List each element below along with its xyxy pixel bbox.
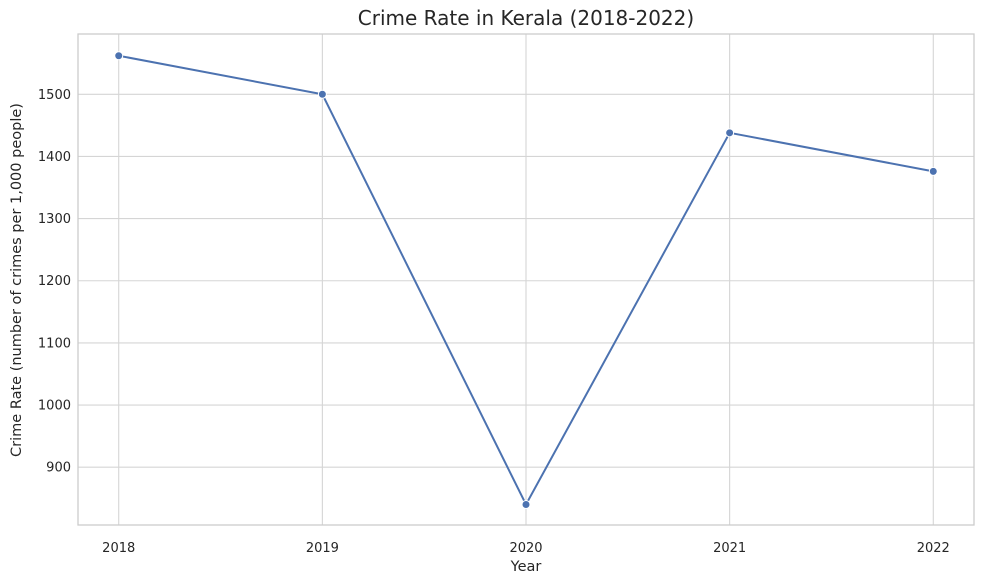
y-tick-label: 1400 xyxy=(38,150,71,165)
y-tick-label: 1000 xyxy=(38,399,71,414)
x-tick-label: 2019 xyxy=(306,541,339,556)
x-tick-label: 2022 xyxy=(917,541,950,556)
x-tick-label: 2020 xyxy=(509,541,542,556)
data-point xyxy=(928,166,938,176)
y-tick-label: 1300 xyxy=(38,212,71,227)
chart-title: Crime Rate in Kerala (2018-2022) xyxy=(358,6,694,30)
y-tick-label: 900 xyxy=(46,461,71,476)
series-layer xyxy=(114,51,938,509)
x-tick-label: 2018 xyxy=(102,541,135,556)
y-tick-label: 1100 xyxy=(38,336,71,351)
y-axis-label: Crime Rate (number of crimes per 1,000 p… xyxy=(9,103,25,457)
data-point xyxy=(317,89,327,99)
x-tick-label: 2021 xyxy=(713,541,746,556)
y-tick-label: 1200 xyxy=(38,274,71,289)
tick-labels: 900 1000 1100 1200 1300 1400 1500 2018 2019 2020 2… xyxy=(38,88,950,556)
data-point xyxy=(521,499,531,509)
data-point xyxy=(114,51,124,61)
grid xyxy=(78,34,974,525)
plot-frame xyxy=(77,33,975,526)
x-axis-label: Year xyxy=(510,559,542,575)
y-tick-label: 1500 xyxy=(38,88,71,103)
data-point xyxy=(725,128,735,138)
